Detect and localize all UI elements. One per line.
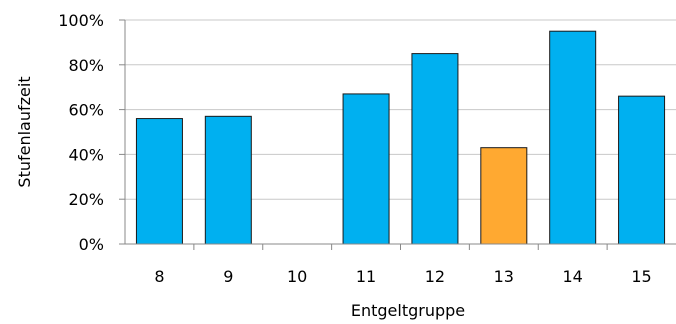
x-tick-label: 8 xyxy=(154,267,164,286)
x-tick-label: 13 xyxy=(494,267,514,286)
x-axis-title: Entgeltgruppe xyxy=(351,301,465,320)
y-tick-label: 60% xyxy=(68,101,104,120)
x-tick-label: 9 xyxy=(223,267,233,286)
bar xyxy=(136,119,182,244)
y-tick-label: 20% xyxy=(68,190,104,209)
bars xyxy=(136,31,664,244)
bar xyxy=(481,148,527,244)
x-tick-label: 15 xyxy=(631,267,651,286)
bar xyxy=(412,54,458,244)
x-tick-labels: 8 9 10 11 12 13 14 15 xyxy=(154,267,651,286)
y-tick-label: 80% xyxy=(68,56,104,75)
x-tick-label: 11 xyxy=(356,267,376,286)
y-tick-label: 40% xyxy=(68,145,104,164)
bar xyxy=(205,116,251,244)
bar xyxy=(550,31,596,244)
x-tick-label: 14 xyxy=(563,267,583,286)
bar xyxy=(619,96,665,244)
y-tick-label: 100% xyxy=(58,11,104,30)
x-tick-label: 12 xyxy=(425,267,445,286)
y-axis-title: Stufenlaufzeit xyxy=(15,76,34,187)
x-tick-label: 10 xyxy=(287,267,307,286)
bar xyxy=(343,94,389,244)
y-tick-label: 0% xyxy=(79,235,104,254)
y-tick-labels: 0% 20% 40% 60% 80% 100% xyxy=(58,11,104,254)
